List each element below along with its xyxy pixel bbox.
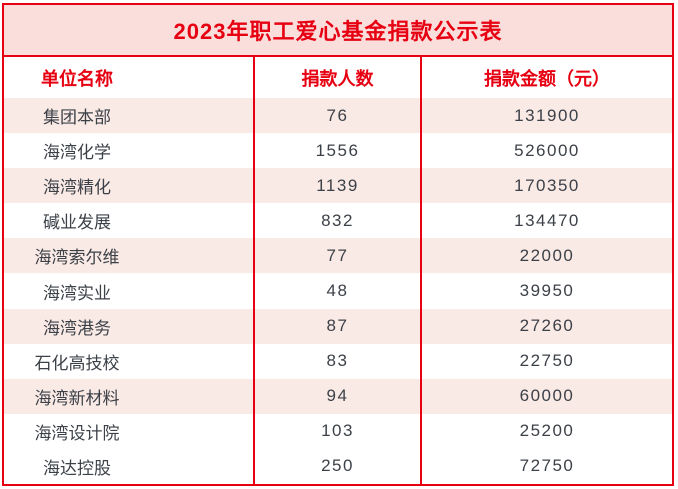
table-row: 海湾设计院 103 25200 <box>4 413 672 449</box>
donors-cell: 76 <box>253 98 422 134</box>
amount-cell: 170350 <box>514 175 580 195</box>
amount-cell: 72750 <box>519 456 575 476</box>
table-row: 海湾实业 48 39950 <box>4 273 672 309</box>
unit-cell: 集团本部 <box>43 108 111 128</box>
unit-cell: 海湾索尔维 <box>34 248 120 268</box>
donors-cell: 832 <box>253 203 422 239</box>
table-row: 海湾索尔维 77 22000 <box>4 238 672 274</box>
table-title-bar: 2023年职工爱心基金捐款公示表 <box>4 5 672 57</box>
unit-cell: 石化高技校 <box>34 353 120 373</box>
amount-cell: 131900 <box>514 105 580 125</box>
unit-cell: 碱业发展 <box>43 213 111 233</box>
donors-cell: 94 <box>253 378 422 414</box>
amount-cell: 22750 <box>519 351 575 371</box>
amount-cell: 134470 <box>514 210 580 230</box>
table-row: 海湾化学 1556 526000 <box>4 133 672 169</box>
table-row: 石化高技校 83 22750 <box>4 343 672 379</box>
table-row: 海湾精化 1139 170350 <box>4 168 672 204</box>
table-row: 碱业发展 832 134470 <box>4 203 672 239</box>
donors-cell: 103 <box>253 413 422 449</box>
amount-cell: 27260 <box>519 316 575 336</box>
table-row: 海湾新材料 94 60000 <box>4 378 672 414</box>
unit-cell: 海湾化学 <box>43 143 111 163</box>
column-header-amount: 捐款金额（元） <box>484 68 610 89</box>
table-row: 海达控股 250 72750 <box>4 448 672 485</box>
donors-cell: 87 <box>253 308 422 344</box>
donors-cell: 48 <box>253 273 422 309</box>
amount-cell: 60000 <box>519 386 575 406</box>
table-row: 集团本部 76 131900 <box>4 98 672 134</box>
unit-cell: 海湾精化 <box>43 178 111 198</box>
donors-cell: 77 <box>253 238 422 274</box>
table-title: 2023年职工爱心基金捐款公示表 <box>173 19 503 44</box>
amount-cell: 39950 <box>519 281 575 301</box>
unit-cell: 海湾港务 <box>43 318 111 338</box>
donation-table: 2023年职工爱心基金捐款公示表 单位名称 捐款人数 捐款金额（元） 集团本部 … <box>2 3 674 486</box>
donors-cell: 1556 <box>253 133 422 169</box>
column-header-unit: 单位名称 <box>41 68 113 89</box>
unit-cell: 海达控股 <box>43 458 111 478</box>
amount-cell: 25200 <box>519 421 575 441</box>
unit-cell: 海湾新材料 <box>34 388 120 408</box>
donors-cell: 250 <box>253 448 422 485</box>
table-row: 海湾港务 87 27260 <box>4 308 672 344</box>
amount-cell: 22000 <box>519 245 575 265</box>
header-row: 单位名称 捐款人数 捐款金额（元） <box>4 57 672 98</box>
unit-cell: 海湾设计院 <box>34 423 120 443</box>
donors-cell: 83 <box>253 343 422 379</box>
column-header-donors: 捐款人数 <box>253 57 422 98</box>
donors-cell: 1139 <box>253 168 422 204</box>
amount-cell: 526000 <box>514 140 580 160</box>
unit-cell: 海湾实业 <box>43 283 111 303</box>
